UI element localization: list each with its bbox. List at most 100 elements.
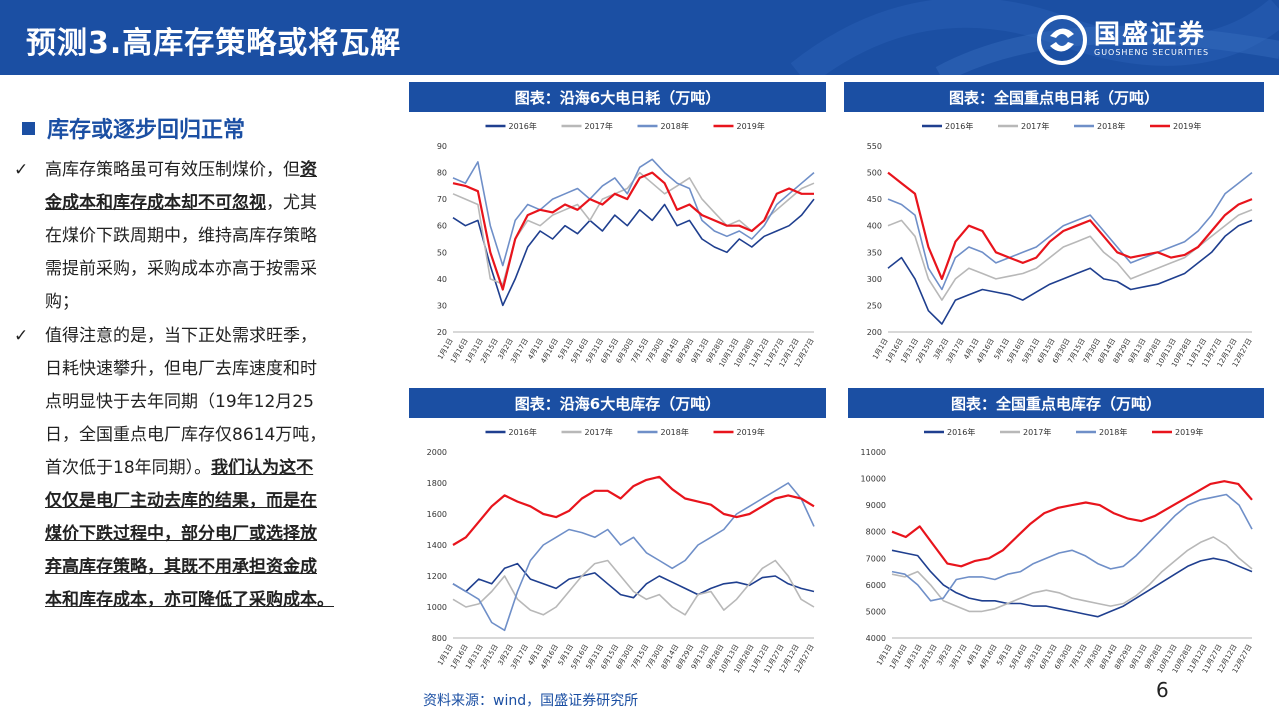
bullet-line: 在煤价下跌周期中，维持高库存策略 xyxy=(45,220,395,253)
body-text: 日，全国重点电厂库存仅8614万吨， xyxy=(45,425,327,445)
chart-2-title: 图表：全国重点电日耗（万吨） xyxy=(844,82,1264,112)
legend-label: 2019年 xyxy=(737,121,765,131)
y-tick-label: 550 xyxy=(867,142,882,151)
legend-label: 2017年 xyxy=(585,121,613,131)
series-line-2016年 xyxy=(452,198,815,307)
chart-1-title: 图表：沿海6大电日耗（万吨） xyxy=(409,82,826,112)
body-text: 点明显快于去年同期（19年12月25 xyxy=(45,392,314,412)
legend-label: 2018年 xyxy=(661,121,689,131)
y-tick-label: 6000 xyxy=(866,581,886,590)
y-tick-label: 800 xyxy=(432,634,447,643)
emphasis-text: 弃高库存策略，其既不用承担资金成 xyxy=(45,557,317,577)
series-line-2019年 xyxy=(891,480,1253,568)
body-text: 日耗快速攀升，但电厂去库速度和时 xyxy=(45,359,317,379)
chart-4-title: 图表：全国重点电库存（万吨） xyxy=(848,388,1264,418)
emphasis-text: 仅仅是电厂主动去库的结果，而是在 xyxy=(45,491,317,511)
page-title: 预测3.高库存策略或将瓦解 xyxy=(26,26,402,61)
emphasis-text: 我们认为这不 xyxy=(211,458,314,478)
bullet-line: 金成本和库存成本却不可忽视，尤其 xyxy=(45,187,395,220)
header-bar: 预测3.高库存策略或将瓦解 国盛证券 GUOSHENG SECURITIES xyxy=(0,0,1279,75)
chart-2: 2016年 2017年 2018年 2019年 200 250 300 350 400 450 50… xyxy=(844,114,1264,376)
bullet-line: 首次低于18年同期）。我们认为这不 xyxy=(45,452,395,485)
bullet-line: 日，全国重点电厂库存仅8614万吨， xyxy=(45,419,395,452)
chart-3-title: 图表：沿海6大电库存（万吨） xyxy=(409,388,826,418)
emphasis-text: 煤价下跌过程中，部分电厂或选择放 xyxy=(45,524,317,544)
chart-3: 2016年 2017年 2018年 2019年 800 1000 1200 1400 1600 1… xyxy=(409,420,826,682)
legend-label: 2017年 xyxy=(1023,427,1051,437)
emphasis-text: 金成本和库存成本却不可忽视 xyxy=(45,193,266,213)
series-line-2018年 xyxy=(452,158,815,267)
y-tick-label: 40 xyxy=(437,275,447,284)
y-tick-label: 4000 xyxy=(866,634,886,643)
y-tick-label: 1600 xyxy=(427,510,447,519)
chart-1: 2016年 2017年 2018年 2019年 20 30 40 50 60 70 80 90 1月1日… xyxy=(409,114,826,376)
emphasis-text: 本和库存成本，亦可降低了采购成本。 xyxy=(45,590,334,610)
y-tick-label: 450 xyxy=(867,195,882,204)
series-line-2018年 xyxy=(891,493,1253,602)
y-tick-label: 50 xyxy=(437,248,447,257)
y-tick-label: 10000 xyxy=(861,475,886,484)
y-tick-label: 350 xyxy=(867,248,882,257)
legend-label: 2019年 xyxy=(737,427,765,437)
legend-label: 2018年 xyxy=(1097,121,1125,131)
legend-label: 2016年 xyxy=(509,427,537,437)
series-line-2019年 xyxy=(887,171,1253,280)
body-text: 首次低于18年同期）。 xyxy=(45,458,212,478)
bullet-1-text: 高库存策略虽可有效压制煤价，但资 金成本和库存成本却不可忽视，尤其 在煤价下跌周期中… xyxy=(45,154,395,319)
series-line-2017年 xyxy=(452,559,815,616)
checkmark-icon: ✓ xyxy=(14,326,29,346)
bullet-line: 弃高库存策略，其既不用承担资金成 xyxy=(45,551,395,584)
page-number: 6 xyxy=(1156,678,1169,702)
bullet-line: 仅仅是电厂主动去库的结果，而是在 xyxy=(45,485,395,518)
text-panel: 库存或逐步回归正常 ✓ 高库存策略虽可有效压制煤价，但资 金成本和库存成本却不可忽… xyxy=(14,112,394,610)
legend: 2016年 2017年 2018年 2019年 xyxy=(924,427,1203,437)
body-text: 高库存策略虽可有效压制煤价，但 xyxy=(45,160,300,180)
body-text: 需提前采购，采购成本亦高于按需采 xyxy=(45,259,317,279)
y-tick-label: 1800 xyxy=(427,479,447,488)
legend-label: 2018年 xyxy=(661,427,689,437)
bullet-line: 购； xyxy=(45,286,395,319)
series-line-2019年 xyxy=(452,171,814,291)
section-title: 库存或逐步回归正常 xyxy=(47,118,246,143)
series-line-2016年 xyxy=(452,562,815,599)
y-tick-label: 1200 xyxy=(427,572,447,581)
legend-label: 2016年 xyxy=(509,121,537,131)
series-line-2018年 xyxy=(887,171,1253,291)
company-logo: 国盛证券 GUOSHENG SECURITIES xyxy=(1036,10,1276,70)
checkmark-icon: ✓ xyxy=(14,160,29,180)
emphasis-text: 资 xyxy=(300,160,317,180)
legend-label: 2016年 xyxy=(945,121,973,131)
section-heading: 库存或逐步回归正常 xyxy=(22,112,394,144)
body-text: ，尤其 xyxy=(266,193,317,213)
y-tick-label: 9000 xyxy=(866,501,886,510)
series-line-2018年 xyxy=(452,482,815,632)
series-line-2017年 xyxy=(887,209,1253,301)
legend-label: 2017年 xyxy=(585,427,613,437)
y-tick-label: 20 xyxy=(437,328,447,337)
chart-4: 2016年 2017年 2018年 2019年 4000 5000 6000 7000 8000… xyxy=(848,420,1264,682)
y-tick-label: 30 xyxy=(437,301,447,310)
body-text: 值得注意的是，当下正处需求旺季， xyxy=(45,326,317,346)
series-line-2019年 xyxy=(452,475,815,546)
y-tick-label: 70 xyxy=(437,195,447,204)
logo-emblem-icon xyxy=(1037,15,1087,65)
legend: 2016年 2017年 2018年 2019年 xyxy=(485,427,765,437)
body-text: 在煤价下跌周期中，维持高库存策略 xyxy=(45,226,317,246)
bullet-line: 煤价下跌过程中，部分电厂或选择放 xyxy=(45,518,395,551)
body-text: 购； xyxy=(45,292,79,312)
y-tick-label: 250 xyxy=(867,301,882,310)
y-tick-label: 400 xyxy=(867,222,882,231)
legend-label: 2018年 xyxy=(1099,427,1127,437)
bullet-line: 值得注意的是，当下正处需求旺季， xyxy=(45,320,395,353)
logo-subtitle: GUOSHENG SECURITIES xyxy=(1094,48,1210,57)
legend-label: 2016年 xyxy=(947,427,975,437)
y-tick-label: 11000 xyxy=(861,448,886,457)
legend-label: 2019年 xyxy=(1175,427,1203,437)
bullet-line: 高库存策略虽可有效压制煤价，但资 xyxy=(45,154,395,187)
y-tick-label: 1400 xyxy=(427,541,447,550)
logo-name: 国盛证券 xyxy=(1094,20,1207,50)
series-line-2016年 xyxy=(887,219,1253,325)
source-note: 资料来源：wind，国盛证券研究所 xyxy=(423,693,639,709)
y-tick-label: 7000 xyxy=(866,554,886,563)
square-bullet-icon xyxy=(22,121,35,135)
